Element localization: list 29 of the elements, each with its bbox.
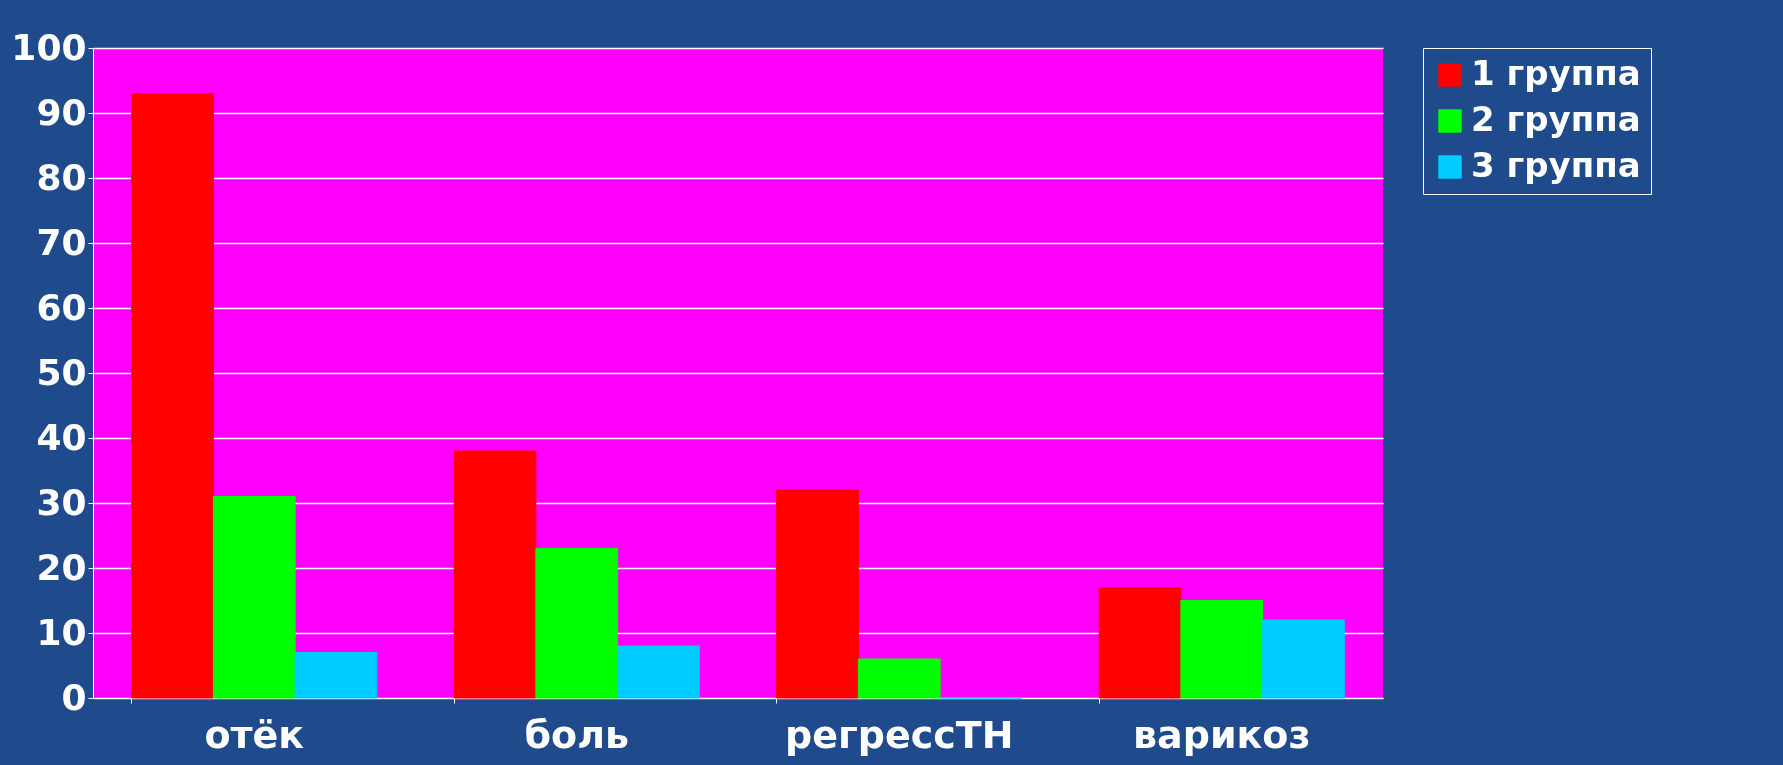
- y-tick-label: 10: [36, 611, 87, 653]
- bar: [617, 645, 700, 699]
- bar: [453, 450, 537, 699]
- bar: [535, 548, 619, 699]
- y-tick-label: 0: [61, 676, 87, 718]
- bar: [1180, 600, 1264, 699]
- x-tick-label: регрессТН: [784, 712, 1014, 757]
- legend-label: 2 группа: [1471, 99, 1641, 139]
- y-tick-label: 20: [36, 546, 87, 588]
- y-tick-label: 40: [36, 416, 87, 458]
- bar: [131, 93, 214, 699]
- legend-label: 3 группа: [1471, 145, 1641, 185]
- x-tick-label: отёк: [204, 712, 305, 757]
- bar: [294, 652, 378, 699]
- bar: [776, 489, 859, 699]
- x-tick-label: боль: [524, 712, 629, 757]
- y-tick-label: 80: [36, 156, 87, 198]
- y-tick-label: 30: [36, 481, 87, 523]
- y-tick-label: 70: [36, 221, 87, 263]
- y-tick-label: 90: [36, 91, 87, 133]
- y-tick-label: 60: [36, 286, 87, 328]
- y-tick-label: 50: [36, 351, 87, 393]
- x-tick-label: варикоз: [1133, 712, 1311, 757]
- bar: [1262, 619, 1345, 699]
- y-tick-label: 100: [11, 26, 87, 68]
- bar: [857, 658, 941, 699]
- bar: [212, 496, 296, 699]
- legend-label: 1 группа: [1471, 53, 1641, 93]
- bar: [1098, 587, 1182, 699]
